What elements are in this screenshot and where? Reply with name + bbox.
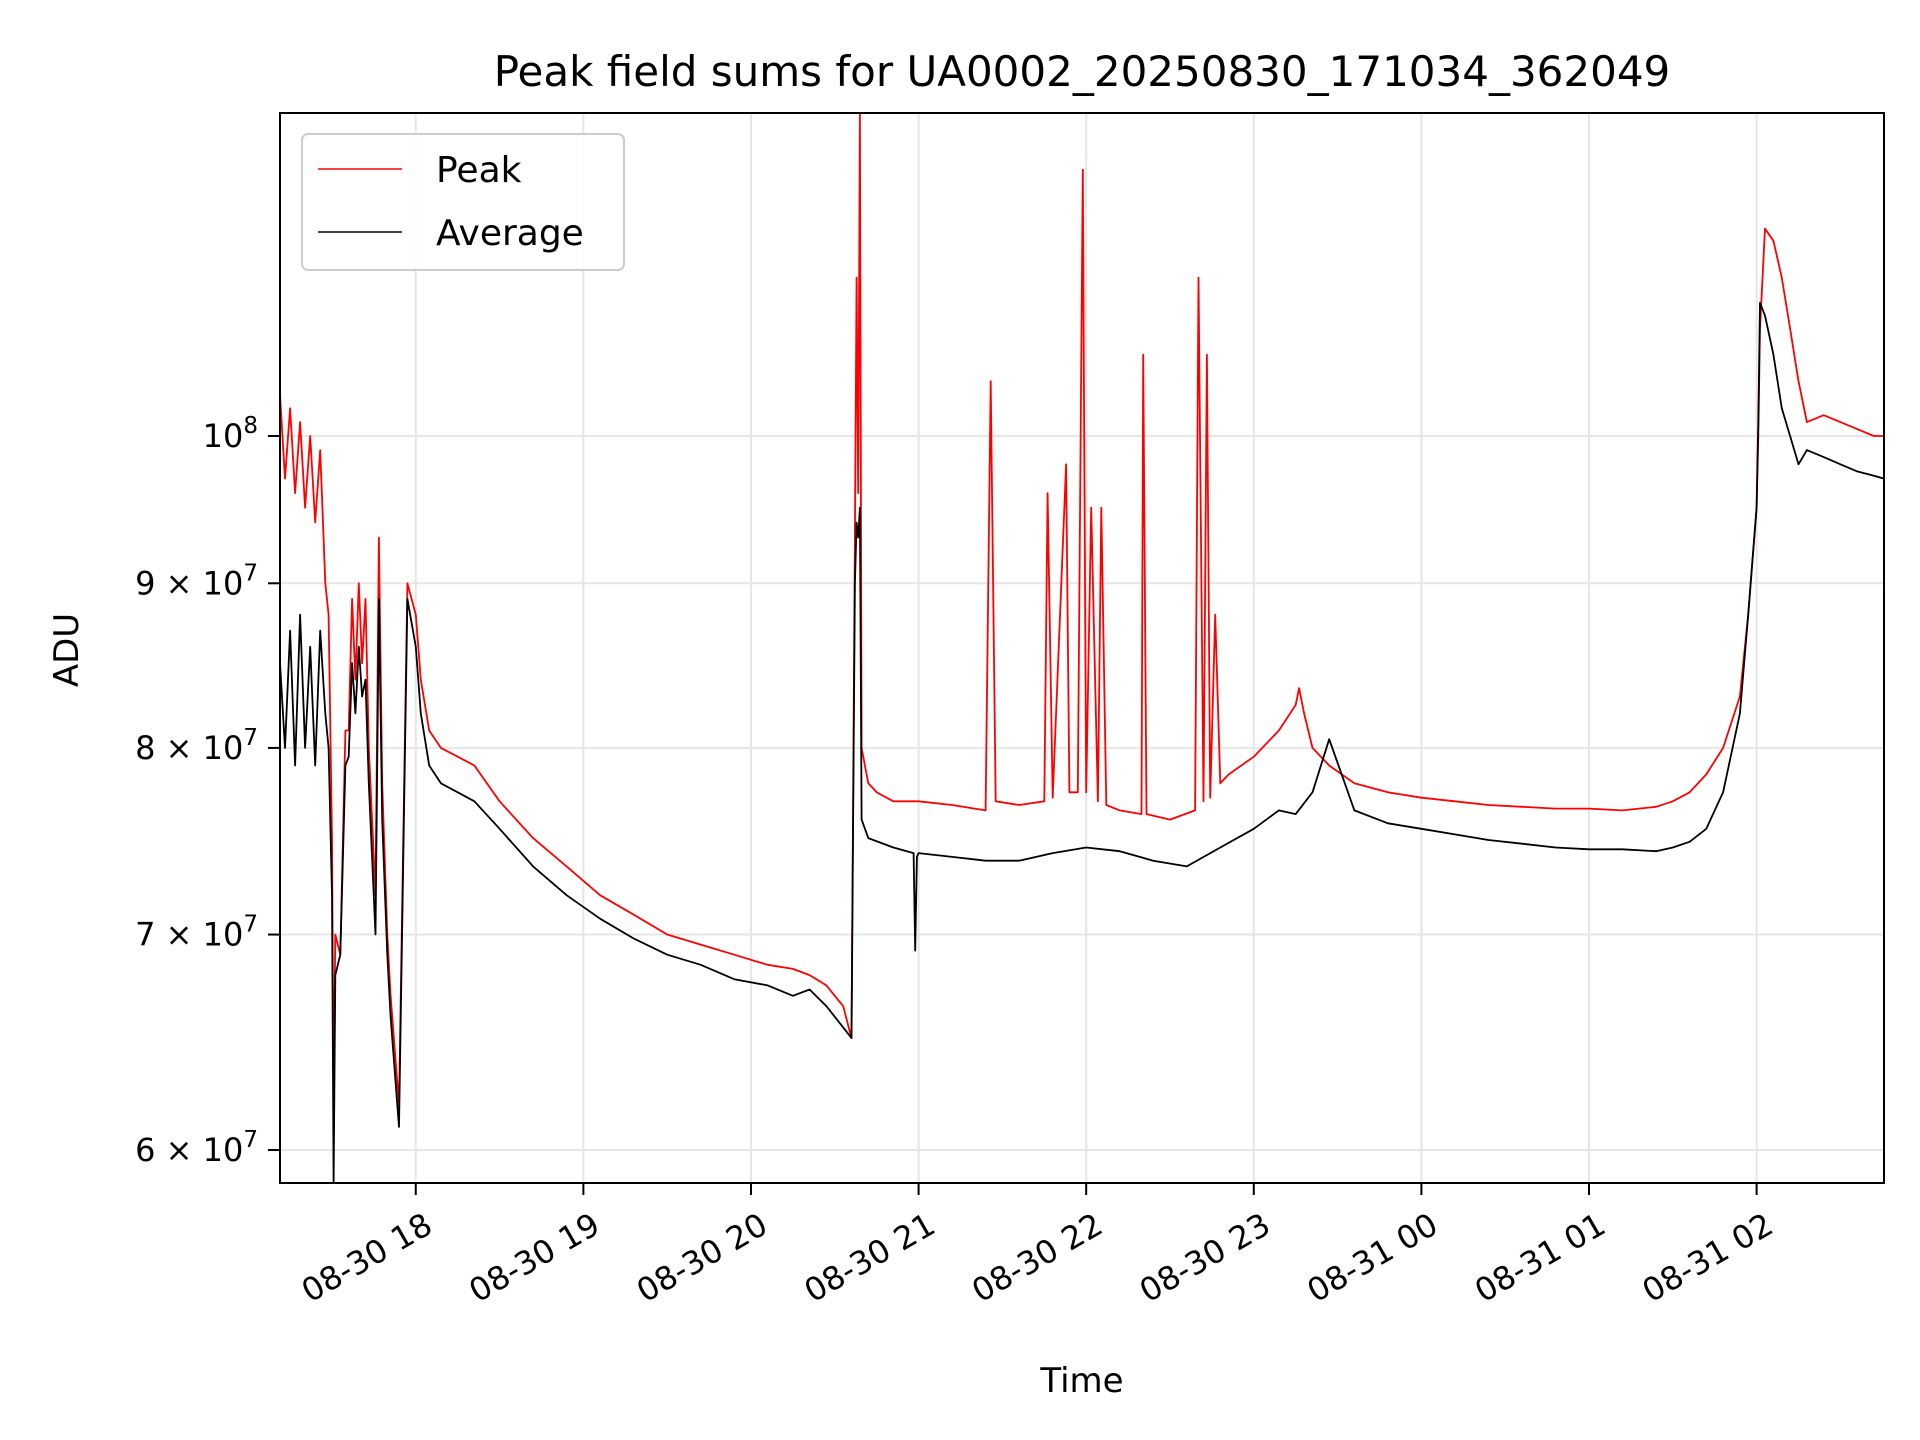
x-tick-label: 08-30 20: [630, 1205, 774, 1310]
legend-label-peak: Peak: [436, 150, 522, 191]
y-tick-label: 9 × 107: [135, 560, 258, 602]
x-tick-label: 08-30 22: [965, 1205, 1109, 1310]
x-tick-label: 08-30 18: [295, 1205, 439, 1310]
y-axis-label: ADU: [47, 613, 87, 687]
legend-box: [301, 133, 625, 271]
x-tick-label: 08-31 01: [1468, 1205, 1612, 1310]
x-tick-label: 08-31 02: [1636, 1205, 1780, 1310]
legend-label-average: Average: [436, 213, 584, 254]
x-tick-label: 08-30 19: [463, 1205, 607, 1310]
axes-frame: [279, 112, 1885, 1184]
chart-title: Peak field sums for UA0002_20250830_1710…: [494, 47, 1671, 96]
series-line-peak: [280, 113, 1884, 1106]
y-tick-label: 8 × 107: [135, 725, 258, 767]
x-tick-label: 08-31 00: [1301, 1205, 1445, 1310]
legend: Peak Average: [301, 133, 625, 271]
series-line-average: [280, 301, 1884, 1183]
y-tick-label: 6 × 107: [135, 1127, 258, 1169]
x-axis: 08-30 18 08-30 19 08-30 20 08-30 21 08-30 22…: [295, 1183, 1779, 1310]
x-tick-label: 08-30 21: [798, 1205, 942, 1310]
x-tick-label: 08-30 23: [1133, 1205, 1277, 1310]
y-axis: 6 × 107 7 × 107 8 × 107 9 × 107 108: [135, 413, 280, 1169]
x-axis-label: Time: [1039, 1361, 1123, 1401]
y-tick-label: 108: [203, 413, 258, 455]
plot-area: [280, 113, 1884, 1183]
y-tick-label: 7 × 107: [135, 912, 258, 954]
